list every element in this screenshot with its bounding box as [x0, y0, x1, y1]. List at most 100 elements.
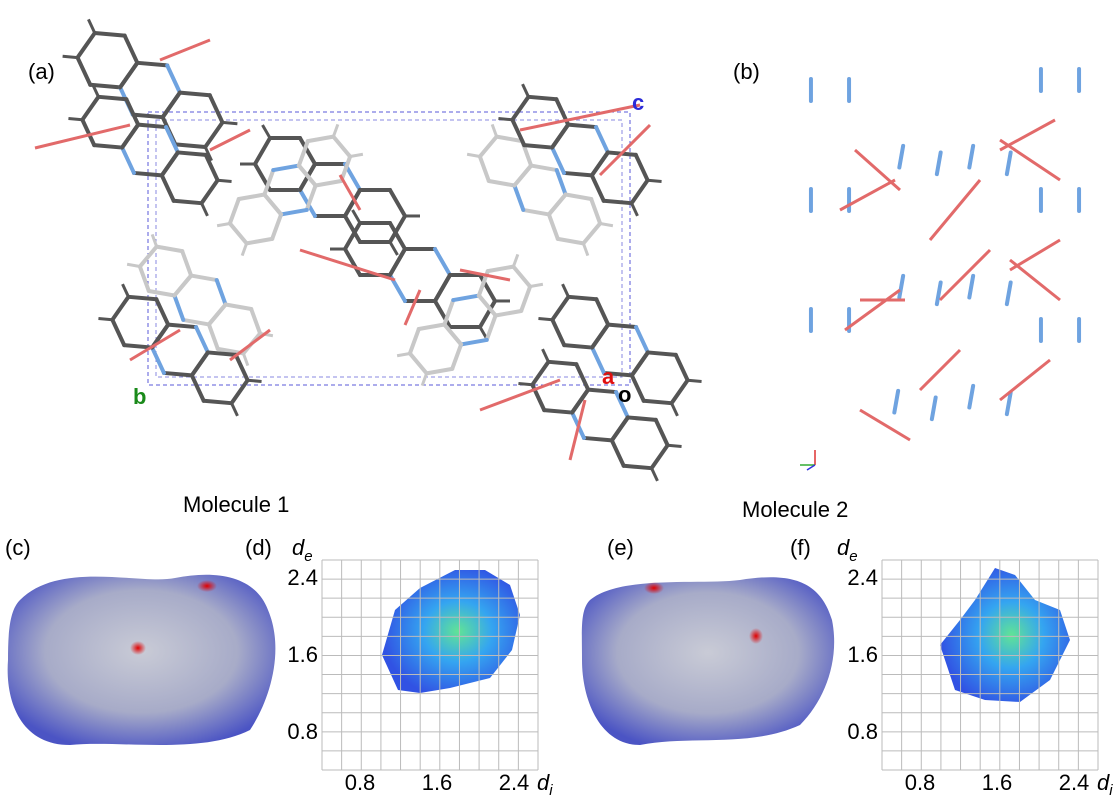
bond	[898, 383, 919, 391]
bond	[120, 63, 137, 88]
bond	[1060, 91, 1079, 102]
unit-cell	[156, 120, 622, 377]
bond	[205, 122, 222, 147]
bond	[922, 462, 924, 473]
axis-label: di	[537, 770, 553, 795]
contact	[930, 180, 980, 240]
bond	[982, 182, 986, 204]
bond	[123, 284, 129, 297]
y-tick-label: 1.6	[287, 642, 318, 667]
bond	[782, 151, 792, 157]
bond	[168, 325, 196, 327]
bond	[452, 344, 461, 368]
bond	[1022, 25, 1041, 36]
bond	[1079, 341, 1098, 352]
bond	[644, 401, 672, 403]
bond	[564, 345, 592, 347]
bond	[994, 378, 1011, 392]
panel-label: (e)	[607, 535, 634, 560]
bond	[986, 304, 1007, 312]
bond	[886, 240, 890, 262]
contact	[160, 40, 210, 60]
bond	[1020, 188, 1024, 210]
bond	[912, 182, 916, 204]
bond	[1060, 58, 1079, 69]
bond	[937, 282, 941, 304]
contact	[1000, 360, 1050, 400]
bond	[1020, 210, 1028, 217]
bond	[956, 110, 960, 132]
bond	[899, 146, 903, 168]
bond	[849, 101, 868, 112]
y-tick-label: 0.8	[847, 719, 878, 744]
bond	[532, 362, 548, 385]
axis-main: d	[837, 535, 850, 560]
bond	[166, 127, 178, 152]
bond	[960, 103, 981, 111]
bond	[811, 68, 830, 79]
bond	[552, 125, 568, 148]
bond	[950, 188, 954, 210]
bond	[652, 468, 658, 481]
bond	[981, 222, 983, 233]
bond	[982, 443, 999, 457]
bond	[251, 309, 260, 333]
bond	[95, 33, 125, 36]
bond	[127, 264, 140, 266]
bond	[514, 166, 531, 186]
bond	[1041, 25, 1060, 36]
bond	[419, 325, 445, 330]
bond	[782, 41, 792, 47]
bond	[969, 276, 973, 298]
bond	[898, 383, 919, 391]
bond	[911, 233, 928, 247]
contact	[35, 125, 130, 148]
bond	[672, 380, 688, 403]
bond	[174, 295, 183, 319]
bond	[523, 84, 529, 97]
bond	[492, 124, 496, 136]
contact-spot	[749, 628, 763, 644]
x-tick-label: 0.8	[345, 770, 376, 795]
bond	[521, 287, 530, 311]
axis-label: de	[837, 535, 858, 565]
bond	[1020, 450, 1028, 457]
bond	[1079, 124, 1098, 135]
bond	[885, 348, 906, 356]
bond	[248, 380, 262, 381]
bond	[945, 455, 953, 462]
bond	[956, 240, 960, 262]
bond	[973, 268, 994, 276]
bond	[461, 340, 487, 345]
bond	[217, 280, 226, 304]
bond	[480, 157, 489, 181]
bond	[162, 175, 174, 200]
bond	[152, 348, 164, 373]
contact	[940, 250, 990, 300]
contact-spot	[197, 580, 217, 592]
bond	[1020, 428, 1024, 450]
bond	[981, 233, 998, 247]
bond	[782, 271, 792, 277]
bond	[518, 384, 532, 385]
bond	[549, 195, 566, 215]
bond	[453, 296, 479, 301]
bond	[811, 298, 830, 309]
bond	[180, 93, 210, 96]
bond	[830, 331, 849, 342]
bond	[191, 276, 217, 281]
bond	[994, 268, 1011, 282]
bond	[202, 203, 208, 216]
bond	[911, 419, 932, 427]
bond	[811, 298, 830, 309]
bond	[345, 249, 360, 275]
bond	[911, 222, 913, 233]
bond	[230, 223, 247, 243]
bond	[937, 174, 954, 188]
bond	[88, 19, 94, 33]
bond	[830, 101, 849, 112]
bond	[924, 138, 941, 152]
bond	[811, 35, 830, 46]
bond	[149, 291, 175, 296]
bond	[982, 333, 999, 347]
